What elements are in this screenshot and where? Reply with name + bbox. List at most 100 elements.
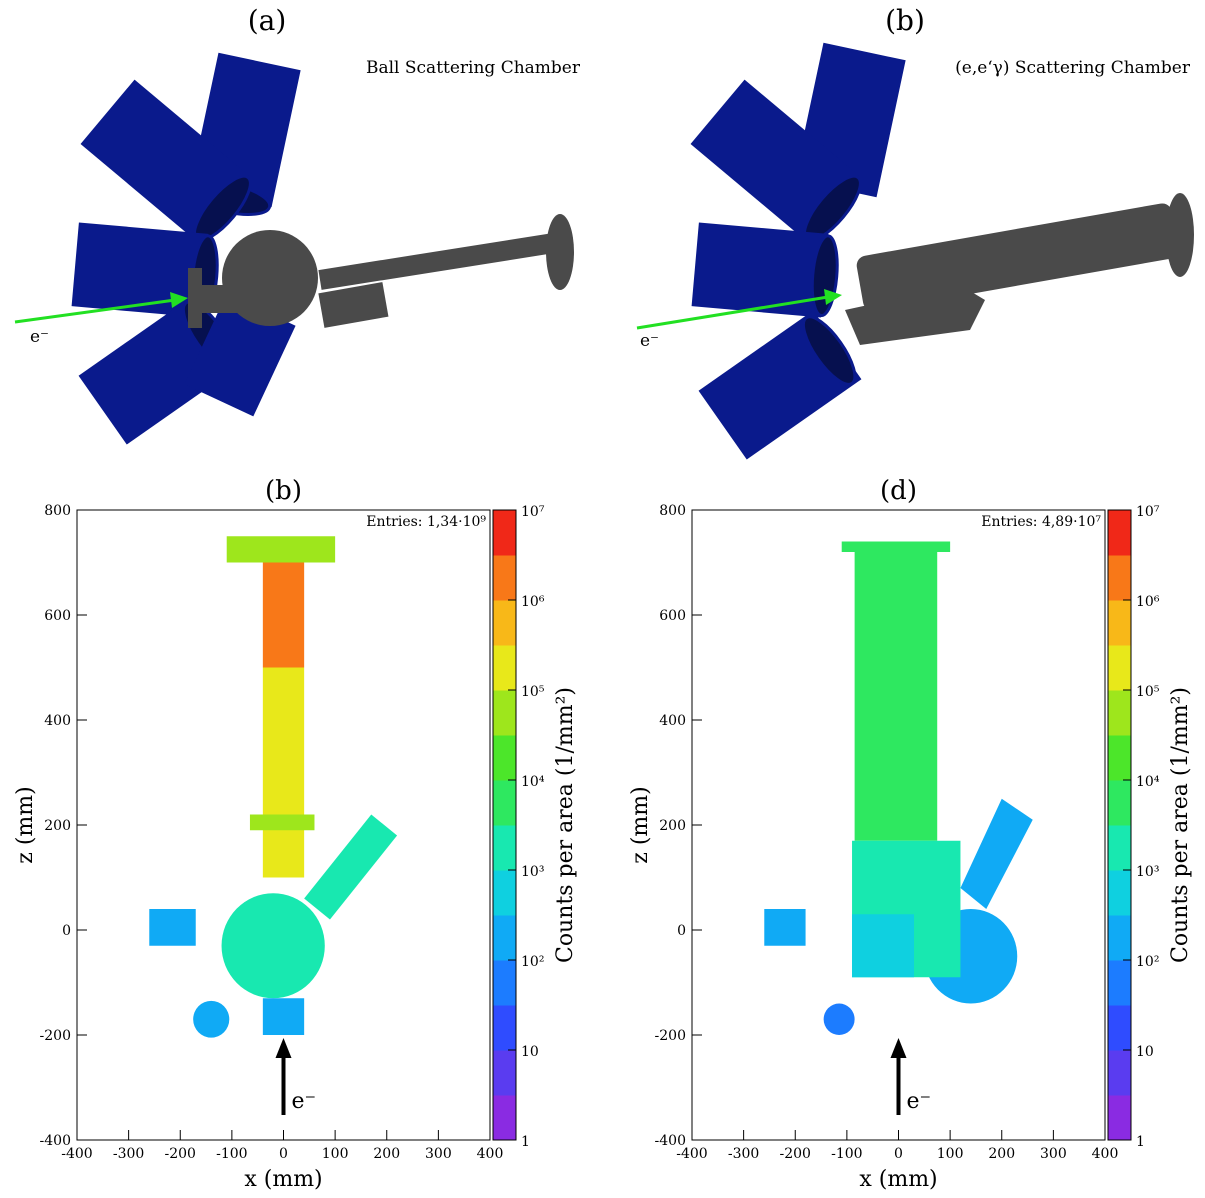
beam-label: e⁻ xyxy=(30,327,49,347)
x-tick-label: 0 xyxy=(894,1146,903,1162)
colorbar-tick-label: 10⁷ xyxy=(1136,504,1160,520)
colorbar-tick-label: 10⁴ xyxy=(1136,774,1160,790)
y-tick-label: -400 xyxy=(655,1133,686,1149)
colorbar-band xyxy=(493,645,516,691)
y-tick-label: -200 xyxy=(40,1028,71,1044)
heatmap-plot: -400-300-200-1000100200300400-400-200020… xyxy=(13,476,578,1192)
x-tick-label: 400 xyxy=(477,1146,504,1162)
colorbar-tick-label: 10² xyxy=(521,954,544,970)
heat-region xyxy=(842,542,950,553)
x-tick-label: -200 xyxy=(165,1146,196,1162)
exit-pipe xyxy=(855,202,1180,313)
x-tick-label: 100 xyxy=(322,1146,349,1162)
colorbar-tick-label: 10³ xyxy=(1136,864,1159,880)
x-tick-label: -100 xyxy=(216,1146,247,1162)
heatmap-plot: -400-300-200-1000100200300400-400-200020… xyxy=(628,476,1193,1192)
y-tick-label: 0 xyxy=(677,923,686,939)
x-tick-label: 300 xyxy=(425,1146,452,1162)
colorbar-band xyxy=(493,1005,516,1051)
y-tick-label: 800 xyxy=(44,503,71,519)
heat-region xyxy=(960,799,1032,909)
beam-label: e⁻ xyxy=(907,1089,932,1114)
colorbar-band xyxy=(1108,600,1131,646)
colorbar-band xyxy=(493,915,516,961)
colorbar-tick-label: 10⁶ xyxy=(1136,594,1160,610)
colorbar-tick-label: 10⁴ xyxy=(521,774,545,790)
colorbar-tick-label: 1 xyxy=(1136,1134,1145,1150)
colorbar-band xyxy=(1108,555,1131,601)
y-tick-label: 800 xyxy=(659,503,686,519)
panel-a: (a) Ball Scattering Chamber e⁻ xyxy=(15,4,581,445)
arrow-head xyxy=(276,1038,292,1058)
y-tick-label: 600 xyxy=(44,608,71,624)
colorbar-band xyxy=(493,870,516,916)
annotation: Entries: 4,89·10⁷ xyxy=(981,514,1101,530)
arrow-head xyxy=(891,1038,907,1058)
colorbar-band xyxy=(1108,510,1131,556)
y-axis-label: z (mm) xyxy=(628,786,653,863)
detector xyxy=(692,222,841,318)
colorbar-band xyxy=(1108,1005,1131,1051)
colorbar-band xyxy=(493,1095,516,1141)
colorbar-band xyxy=(493,780,516,826)
heat-region xyxy=(222,893,325,998)
annotation: Entries: 1,34·10⁹ xyxy=(366,514,486,530)
colorbar-band xyxy=(1108,645,1131,691)
colorbar-tick-label: 10⁵ xyxy=(1136,684,1160,700)
heat-region xyxy=(855,552,938,841)
figure: (a) Ball Scattering Chamber e⁻ (b) (e,e‘… xyxy=(0,0,1205,1194)
heat-region xyxy=(263,668,304,878)
colorbar-band xyxy=(493,735,516,781)
heat-region xyxy=(250,815,315,831)
y-tick-label: 400 xyxy=(659,713,686,729)
x-tick-label: -300 xyxy=(113,1146,144,1162)
heat-region xyxy=(764,909,805,946)
heat-region xyxy=(304,815,397,920)
y-axis-label: z (mm) xyxy=(13,786,38,863)
y-tick-label: 0 xyxy=(62,923,71,939)
y-tick-label: -200 xyxy=(655,1028,686,1044)
colorbar-band xyxy=(493,555,516,601)
flange xyxy=(546,214,574,290)
colorbar-tick-label: 10⁶ xyxy=(521,594,545,610)
regions xyxy=(149,536,397,1037)
colorbar-band xyxy=(1108,825,1131,871)
panel-caption: (e,e‘γ) Scattering Chamber xyxy=(955,58,1191,78)
y-tick-label: 400 xyxy=(44,713,71,729)
x-tick-label: -100 xyxy=(831,1146,862,1162)
x-tick-label: 200 xyxy=(373,1146,400,1162)
heat-region xyxy=(227,536,335,562)
colorbar-band xyxy=(1108,780,1131,826)
heat-region xyxy=(263,563,304,668)
colorbar-label: Counts per area (1/mm²) xyxy=(1168,687,1193,963)
x-tick-label: 400 xyxy=(1092,1146,1119,1162)
heat-region xyxy=(193,1001,229,1038)
regions xyxy=(764,542,1032,1036)
colorbar-tick-label: 10² xyxy=(1136,954,1159,970)
panel-label: (a) xyxy=(248,4,287,37)
exit-pipe xyxy=(318,233,558,290)
detector xyxy=(699,308,865,459)
beam-label: e⁻ xyxy=(640,331,659,351)
heat-region xyxy=(263,998,304,1035)
chart-title: (d) xyxy=(880,476,917,506)
y-tick-label: -400 xyxy=(40,1133,71,1149)
flange xyxy=(188,268,202,328)
y-tick-label: 200 xyxy=(659,818,686,834)
y-tick-label: 600 xyxy=(659,608,686,624)
colorbar-band xyxy=(493,510,516,556)
colorbar-band xyxy=(493,960,516,1006)
colorbar-band xyxy=(1108,1050,1131,1096)
colorbar-tick-label: 10 xyxy=(521,1044,539,1060)
colorbar-band xyxy=(1108,915,1131,961)
colorbar-tick-label: 10⁷ xyxy=(521,504,545,520)
colorbar-band xyxy=(1108,870,1131,916)
heat-region xyxy=(852,914,914,977)
x-axis-label: x (mm) xyxy=(244,1167,322,1192)
flange xyxy=(1166,193,1194,277)
colorbar-band xyxy=(1108,735,1131,781)
panel-caption: Ball Scattering Chamber xyxy=(366,58,581,78)
y-tick-label: 200 xyxy=(44,818,71,834)
side-arm xyxy=(318,282,388,328)
panel-b: (b) (e,e‘γ) Scattering Chamber e⁻ xyxy=(637,4,1194,460)
